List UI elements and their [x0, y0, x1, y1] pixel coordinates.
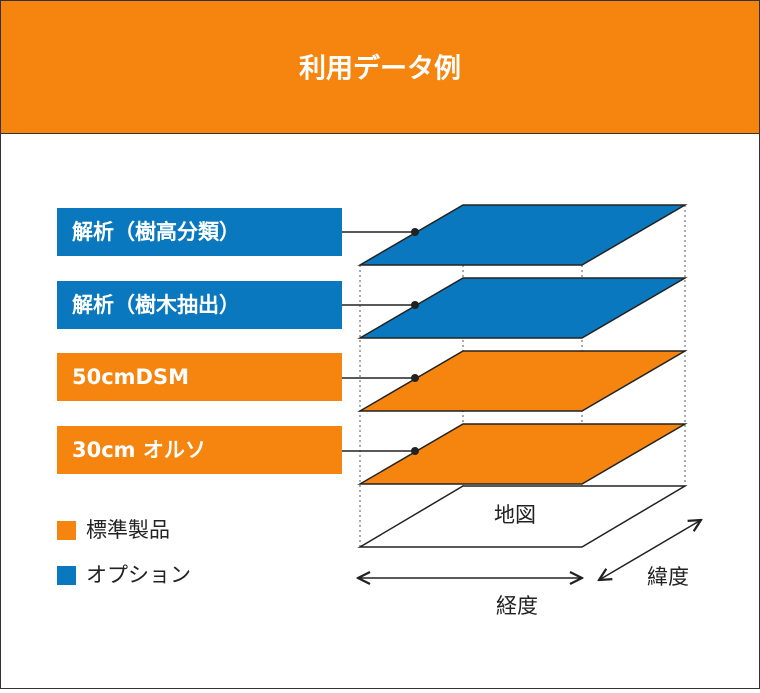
layer-plane — [357, 350, 688, 412]
layer-label: 解析（樹高分類） — [72, 220, 240, 244]
layer-label-box — [57, 353, 342, 401]
layer-plane — [357, 277, 688, 339]
layer-label: 解析（樹木抽出） — [72, 293, 240, 317]
connector-dots — [411, 228, 419, 455]
layer-label-box — [57, 426, 342, 474]
layer-plane — [357, 204, 688, 266]
header-bar — [0, 0, 760, 134]
latitude-arrow — [599, 520, 701, 580]
layer-label-box — [57, 208, 342, 256]
map-label: 地図 — [494, 503, 536, 527]
axis-label: 緯度 — [647, 565, 689, 589]
layer-label: 30cm オルソ — [72, 438, 206, 462]
legend-label: 標準製品 — [86, 518, 170, 542]
legend-swatch — [57, 566, 76, 585]
layer-label: 50cmDSM — [72, 365, 189, 389]
title: 利用データ例 — [299, 53, 461, 85]
legend-label: オプション — [86, 563, 191, 587]
connectors — [342, 231, 415, 452]
layer-plane — [357, 423, 688, 485]
axis-label: 経度 — [496, 594, 538, 618]
legend-swatch — [57, 521, 76, 540]
layer-label-box — [57, 281, 342, 329]
